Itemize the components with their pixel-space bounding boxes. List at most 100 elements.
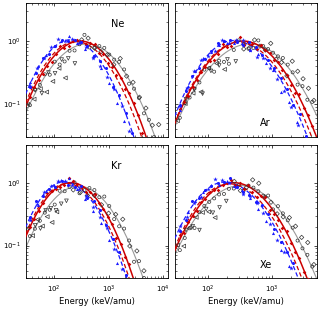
Point (143, 106, 148, 111)
Point (114, 72, 119, 77)
Point (177, 115, 182, 120)
Point (191, 68, 196, 73)
Point (284, 73, 290, 78)
Point (62, 189, 67, 194)
Point (197, 80, 202, 85)
Point (59, 178, 64, 183)
Text: Ne: Ne (111, 19, 124, 29)
Point (192, 86, 197, 91)
Point (155, 220, 160, 225)
Point (303, 296, 308, 301)
Point (52, 202, 57, 207)
Point (40, 72, 45, 77)
Point (51, 182, 56, 188)
Point (105, 60, 110, 65)
Point (58, 185, 63, 190)
Point (116, 249, 122, 254)
Point (67, 48, 72, 53)
Point (105, 75, 110, 80)
Point (59, 201, 64, 206)
Point (62, 59, 67, 64)
Point (177, 224, 182, 229)
Point (25, 225, 30, 230)
Point (78, 183, 84, 188)
Point (221, 191, 227, 196)
Point (37, 218, 42, 223)
Point (233, 183, 238, 188)
Point (42, 189, 47, 194)
Point (112, 57, 117, 62)
Point (36, 77, 41, 83)
Point (28, 217, 33, 222)
Point (59, 39, 64, 44)
Point (237, 35, 242, 40)
Point (77, 191, 82, 196)
Point (120, 217, 125, 222)
Point (266, 46, 271, 52)
Point (241, 188, 246, 193)
Point (212, 177, 217, 182)
Point (301, 105, 306, 110)
Point (240, 43, 245, 48)
Point (38, 226, 43, 231)
Point (40, 55, 45, 60)
Point (71, 188, 76, 193)
Point (197, 210, 202, 215)
Point (300, 76, 306, 81)
Point (49, 188, 54, 194)
Point (241, 43, 246, 48)
Point (75, 41, 80, 46)
Point (28, 224, 33, 229)
X-axis label: Energy (keV/amu): Energy (keV/amu) (59, 297, 135, 306)
Point (85, 193, 90, 198)
Point (114, 235, 119, 240)
Point (42, 55, 47, 60)
Point (181, 244, 186, 249)
Point (311, 98, 316, 103)
Point (226, 181, 231, 186)
Point (161, 264, 166, 269)
Point (113, 212, 118, 217)
Point (127, 261, 132, 267)
Point (224, 41, 229, 46)
Point (36, 208, 41, 213)
Point (232, 179, 237, 184)
Point (259, 202, 264, 207)
Point (85, 44, 90, 49)
Point (88, 41, 93, 46)
Point (28, 214, 33, 220)
Point (291, 102, 296, 108)
Point (207, 199, 212, 204)
Point (49, 59, 54, 64)
Point (104, 223, 109, 228)
Point (98, 58, 103, 63)
Point (228, 44, 234, 49)
Point (44, 214, 50, 219)
Point (105, 214, 110, 219)
Point (233, 38, 238, 43)
Point (78, 39, 84, 44)
Point (28, 84, 33, 89)
Point (82, 188, 87, 193)
Point (256, 38, 261, 43)
Point (236, 38, 241, 43)
Point (109, 64, 115, 69)
Point (28, 103, 33, 108)
Point (56, 36, 61, 41)
Point (184, 89, 189, 94)
Point (46, 187, 52, 192)
Point (310, 158, 315, 163)
Point (254, 195, 259, 200)
Point (301, 269, 306, 274)
Point (287, 215, 292, 220)
Point (306, 277, 311, 282)
Point (196, 65, 201, 70)
Point (47, 207, 52, 212)
Point (220, 183, 225, 188)
Point (216, 188, 221, 193)
Point (200, 210, 205, 215)
Point (70, 36, 75, 42)
Point (284, 86, 290, 92)
Point (256, 189, 261, 194)
Point (182, 100, 187, 106)
